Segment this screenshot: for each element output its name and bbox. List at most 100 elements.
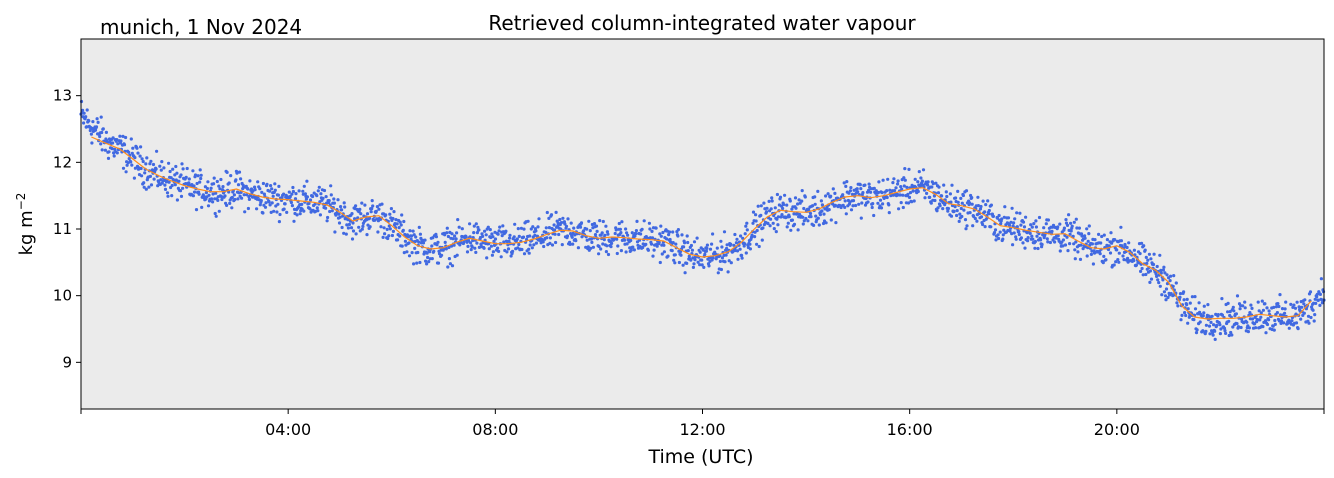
data-point bbox=[1276, 302, 1280, 306]
data-point bbox=[1015, 225, 1019, 229]
data-point bbox=[959, 206, 963, 211]
data-point bbox=[1278, 293, 1282, 297]
data-point bbox=[273, 188, 277, 192]
data-point bbox=[775, 192, 780, 197]
data-point bbox=[1273, 318, 1277, 323]
data-point bbox=[781, 206, 785, 211]
data-point bbox=[991, 214, 996, 218]
data-point bbox=[703, 252, 707, 256]
data-point bbox=[762, 201, 766, 205]
data-point bbox=[659, 224, 663, 228]
data-point bbox=[871, 202, 875, 206]
data-point bbox=[229, 174, 233, 178]
data-point bbox=[744, 224, 748, 228]
data-point bbox=[390, 233, 394, 238]
data-point bbox=[1145, 261, 1149, 265]
data-point bbox=[356, 216, 360, 220]
data-point bbox=[629, 238, 633, 243]
data-point bbox=[385, 227, 389, 231]
data-point bbox=[1058, 249, 1062, 253]
data-point bbox=[1019, 223, 1023, 227]
data-point bbox=[529, 227, 533, 231]
data-point bbox=[851, 204, 855, 208]
data-point bbox=[388, 227, 392, 231]
data-point bbox=[1072, 242, 1076, 246]
data-point bbox=[354, 232, 358, 236]
data-point bbox=[935, 209, 939, 213]
data-point bbox=[1087, 232, 1091, 236]
data-point bbox=[902, 184, 906, 188]
data-point bbox=[1018, 211, 1022, 215]
y-axis-label: kg m−2 bbox=[14, 193, 37, 256]
data-point bbox=[658, 232, 662, 236]
data-point bbox=[1263, 302, 1267, 306]
data-point bbox=[1023, 246, 1027, 250]
data-point bbox=[509, 254, 513, 258]
data-point bbox=[178, 189, 183, 193]
data-point bbox=[426, 255, 430, 260]
data-point bbox=[162, 166, 166, 170]
data-point bbox=[211, 200, 215, 204]
data-point bbox=[1034, 225, 1038, 229]
data-point bbox=[369, 210, 373, 214]
data-point bbox=[907, 167, 911, 171]
data-point bbox=[1265, 322, 1270, 327]
data-point bbox=[1148, 269, 1152, 273]
data-point bbox=[704, 249, 709, 253]
data-point bbox=[464, 235, 468, 239]
data-point bbox=[141, 159, 145, 164]
data-point bbox=[246, 206, 250, 211]
data-point bbox=[497, 229, 501, 233]
data-point bbox=[725, 246, 729, 251]
data-point bbox=[326, 215, 330, 220]
data-point bbox=[337, 221, 342, 225]
data-point bbox=[1197, 301, 1201, 305]
data-point bbox=[423, 238, 427, 242]
data-point bbox=[476, 225, 480, 229]
data-point bbox=[811, 204, 815, 208]
data-point bbox=[707, 264, 711, 268]
data-point bbox=[1061, 238, 1065, 242]
data-point bbox=[705, 246, 709, 250]
data-point bbox=[436, 261, 441, 265]
data-point bbox=[861, 191, 865, 195]
data-point bbox=[234, 178, 238, 182]
data-point bbox=[859, 187, 863, 191]
data-point bbox=[1202, 311, 1206, 315]
data-point bbox=[582, 229, 586, 233]
data-point bbox=[1194, 331, 1199, 335]
data-point bbox=[590, 240, 594, 244]
data-point bbox=[434, 232, 438, 236]
data-point bbox=[1098, 252, 1102, 256]
data-point bbox=[140, 157, 144, 161]
data-point bbox=[534, 229, 538, 233]
data-point bbox=[685, 234, 689, 238]
data-point bbox=[187, 181, 191, 185]
data-point bbox=[340, 225, 344, 230]
data-point bbox=[718, 259, 723, 263]
data-point bbox=[116, 142, 120, 146]
data-point bbox=[597, 244, 601, 249]
data-point bbox=[696, 260, 700, 264]
data-point bbox=[899, 185, 903, 189]
data-point bbox=[796, 228, 800, 232]
data-point bbox=[232, 193, 236, 197]
data-point bbox=[881, 202, 885, 206]
data-point bbox=[847, 191, 851, 195]
data-point bbox=[181, 186, 185, 190]
data-point bbox=[813, 195, 817, 199]
data-point bbox=[662, 250, 667, 254]
data-point bbox=[227, 181, 231, 185]
data-point bbox=[333, 230, 337, 234]
data-point bbox=[1083, 234, 1087, 238]
data-point bbox=[769, 207, 773, 211]
data-point bbox=[87, 119, 91, 123]
data-point bbox=[572, 226, 576, 230]
data-point bbox=[175, 198, 179, 202]
data-point bbox=[635, 219, 639, 223]
data-point bbox=[736, 257, 740, 261]
data-point bbox=[848, 189, 853, 193]
data-point bbox=[138, 154, 142, 158]
data-point bbox=[1292, 303, 1296, 307]
data-point bbox=[1245, 320, 1249, 324]
